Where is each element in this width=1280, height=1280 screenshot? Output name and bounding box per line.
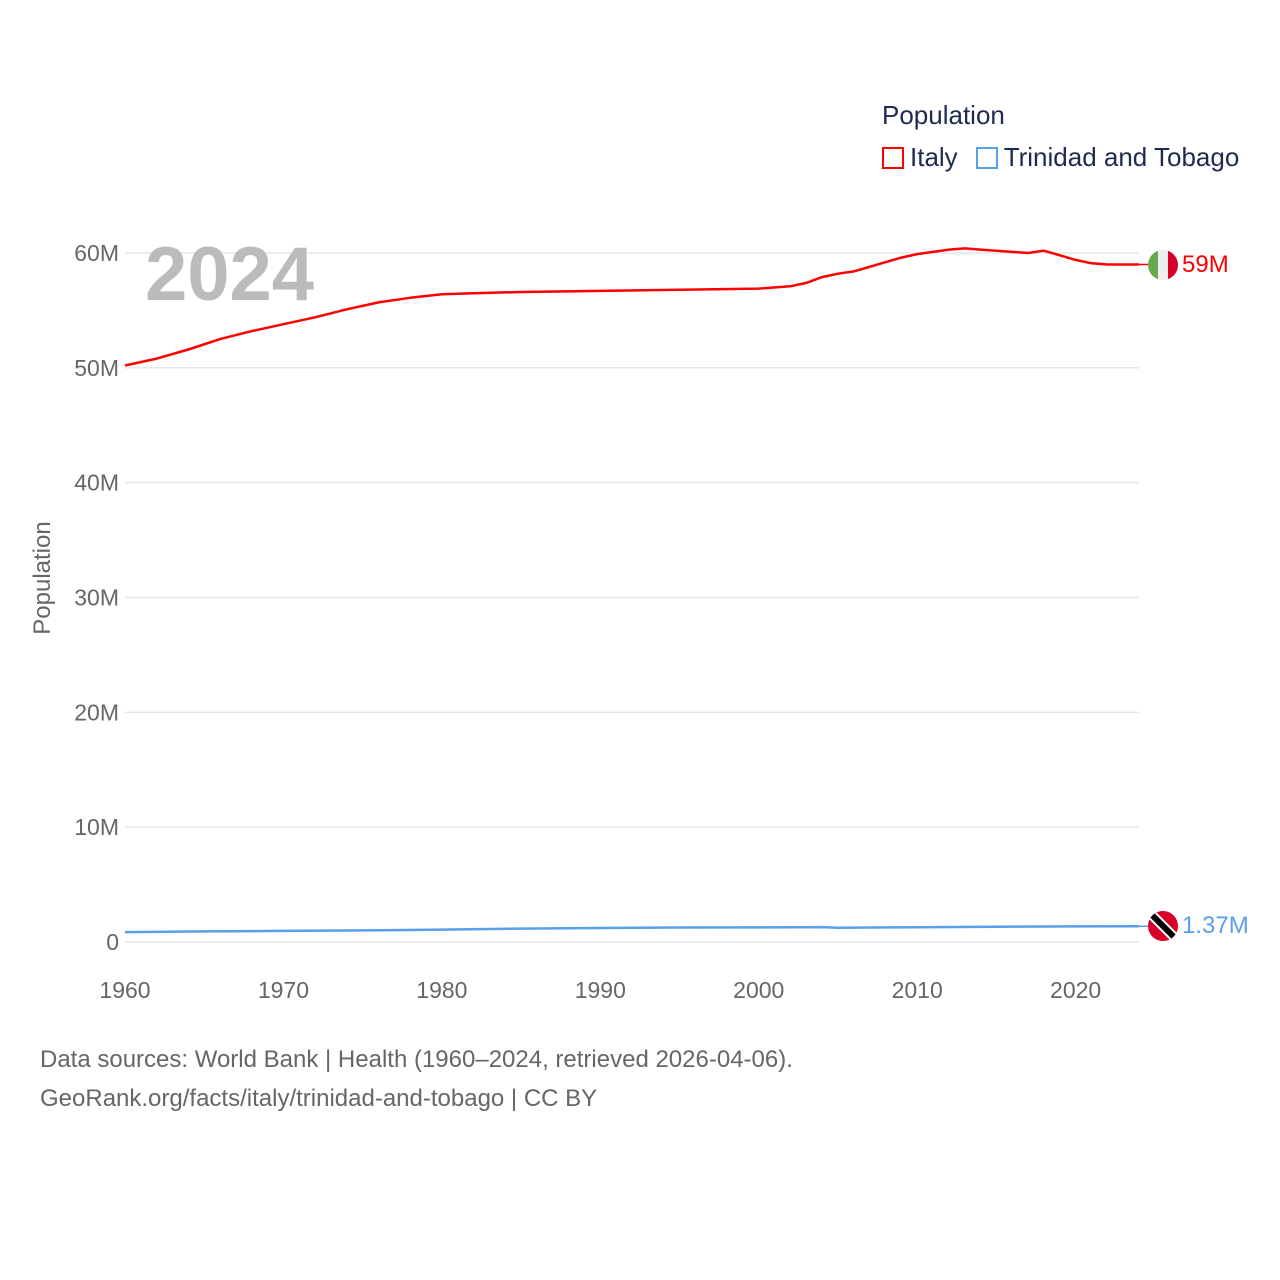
- y-axis-label: Population: [29, 521, 56, 634]
- footer-source: Data sources: World Bank | Health (1960–…: [40, 1046, 793, 1073]
- x-tick-label: 1990: [575, 977, 626, 1003]
- series-line-italy[interactable]: [124, 247, 1139, 367]
- y-tick-label: 30M: [74, 585, 119, 611]
- legend-swatch-italy: [882, 146, 904, 169]
- y-tick-label: 60M: [74, 240, 119, 266]
- y-tick-label: 20M: [74, 699, 119, 725]
- x-tick-label: 1970: [258, 977, 309, 1003]
- legend-swatch-trinidad: [975, 146, 998, 169]
- y-tick-label: 50M: [74, 355, 119, 381]
- x-tick-label: 2010: [892, 977, 943, 1003]
- legend-title: Population: [882, 100, 1005, 130]
- legend-label: Italy: [910, 142, 958, 172]
- x-tick-label: 2000: [733, 977, 784, 1003]
- series-line-trinidad[interactable]: [124, 925, 1140, 934]
- y-tick-label: 40M: [74, 470, 119, 496]
- footer-link[interactable]: GeoRank.org/facts/italy/trinidad-and-tob…: [40, 1085, 598, 1112]
- italy-flag-icon: [1148, 250, 1178, 280]
- legend-item-italy[interactable]: Italy: [882, 142, 958, 173]
- trinidad-end-label: 1.37M: [1182, 912, 1249, 939]
- legend: Italy Trinidad and Tobago: [882, 142, 1239, 173]
- year-watermark: 2024: [145, 232, 314, 317]
- italy-end-label: 59M: [1182, 251, 1229, 278]
- legend-label: Trinidad and Tobago: [1003, 142, 1240, 172]
- x-tick-label: 1980: [416, 977, 467, 1003]
- y-tick-label: 0: [106, 929, 119, 955]
- y-tick-label: 10M: [74, 814, 119, 840]
- legend-item-trinidad[interactable]: Trinidad and Tobago: [975, 142, 1240, 173]
- x-tick-label: 2020: [1050, 977, 1101, 1003]
- x-tick-label: 1960: [99, 977, 150, 1003]
- trinidad-flag-icon: [1148, 911, 1178, 941]
